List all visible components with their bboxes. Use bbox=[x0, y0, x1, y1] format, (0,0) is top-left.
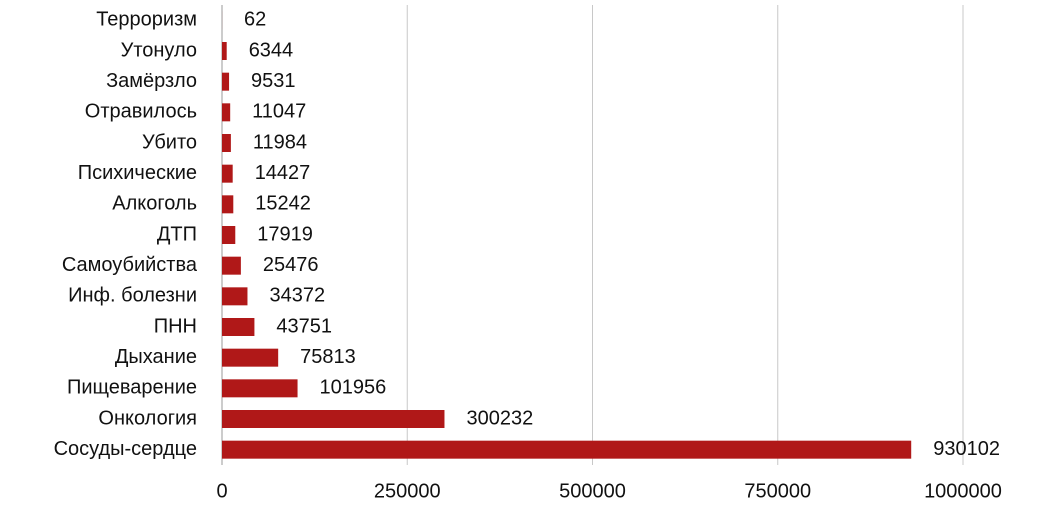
bar bbox=[222, 42, 227, 60]
y-tick-label: Замёрзло bbox=[106, 70, 197, 92]
bar bbox=[222, 348, 279, 367]
y-tick-label: Алкоголь bbox=[112, 193, 197, 215]
data-label: 300232 bbox=[466, 407, 533, 429]
y-tick-label: Дыхание bbox=[115, 346, 197, 368]
data-label: 62 bbox=[244, 9, 266, 31]
bar bbox=[222, 195, 234, 214]
bar bbox=[222, 134, 231, 152]
bar bbox=[222, 440, 912, 459]
y-tick-label: Сосуды-сердце bbox=[54, 438, 197, 460]
data-label: 11047 bbox=[252, 101, 306, 123]
y-tick-label: Самоубийства bbox=[62, 254, 198, 276]
bar bbox=[222, 164, 233, 183]
y-tick-label: ДТП bbox=[157, 223, 197, 245]
bar bbox=[222, 103, 231, 122]
y-tick-label: Убито bbox=[142, 131, 197, 153]
data-label: 9531 bbox=[251, 70, 296, 92]
bar bbox=[222, 318, 255, 336]
bar bbox=[222, 226, 236, 244]
y-tick-label: Отравилось bbox=[85, 101, 197, 123]
data-label: 101956 bbox=[320, 377, 387, 399]
data-label: 17919 bbox=[257, 223, 313, 245]
y-tick-label: Терроризм bbox=[96, 9, 197, 31]
bar bbox=[222, 287, 248, 306]
data-label: 14427 bbox=[255, 162, 311, 184]
data-label: 930102 bbox=[933, 438, 1000, 460]
data-label: 34372 bbox=[269, 285, 325, 307]
data-label: 75813 bbox=[300, 346, 356, 368]
data-label: 15242 bbox=[255, 193, 311, 215]
y-tick-label: Пищеварение bbox=[67, 377, 197, 399]
data-label: 43751 bbox=[276, 315, 332, 337]
x-tick-label: 250000 bbox=[374, 480, 441, 502]
data-label: 11984 bbox=[253, 131, 307, 153]
x-tick-label: 0 bbox=[216, 480, 227, 502]
y-tick-label: Психические bbox=[78, 162, 197, 184]
bar bbox=[222, 410, 445, 428]
bar bbox=[222, 379, 298, 398]
y-tick-label: Инф. болезни bbox=[68, 285, 197, 307]
bar bbox=[222, 72, 230, 91]
x-tick-label: 1000000 bbox=[924, 480, 1002, 502]
x-tick-label: 500000 bbox=[559, 480, 626, 502]
bar bbox=[222, 256, 241, 275]
y-tick-label: Утонуло bbox=[121, 39, 197, 61]
y-tick-label: ПНН bbox=[154, 315, 197, 337]
data-label: 25476 bbox=[263, 254, 319, 276]
y-tick-label: Онкология bbox=[98, 407, 197, 429]
data-label: 6344 bbox=[249, 39, 294, 61]
x-tick-label: 750000 bbox=[744, 480, 811, 502]
